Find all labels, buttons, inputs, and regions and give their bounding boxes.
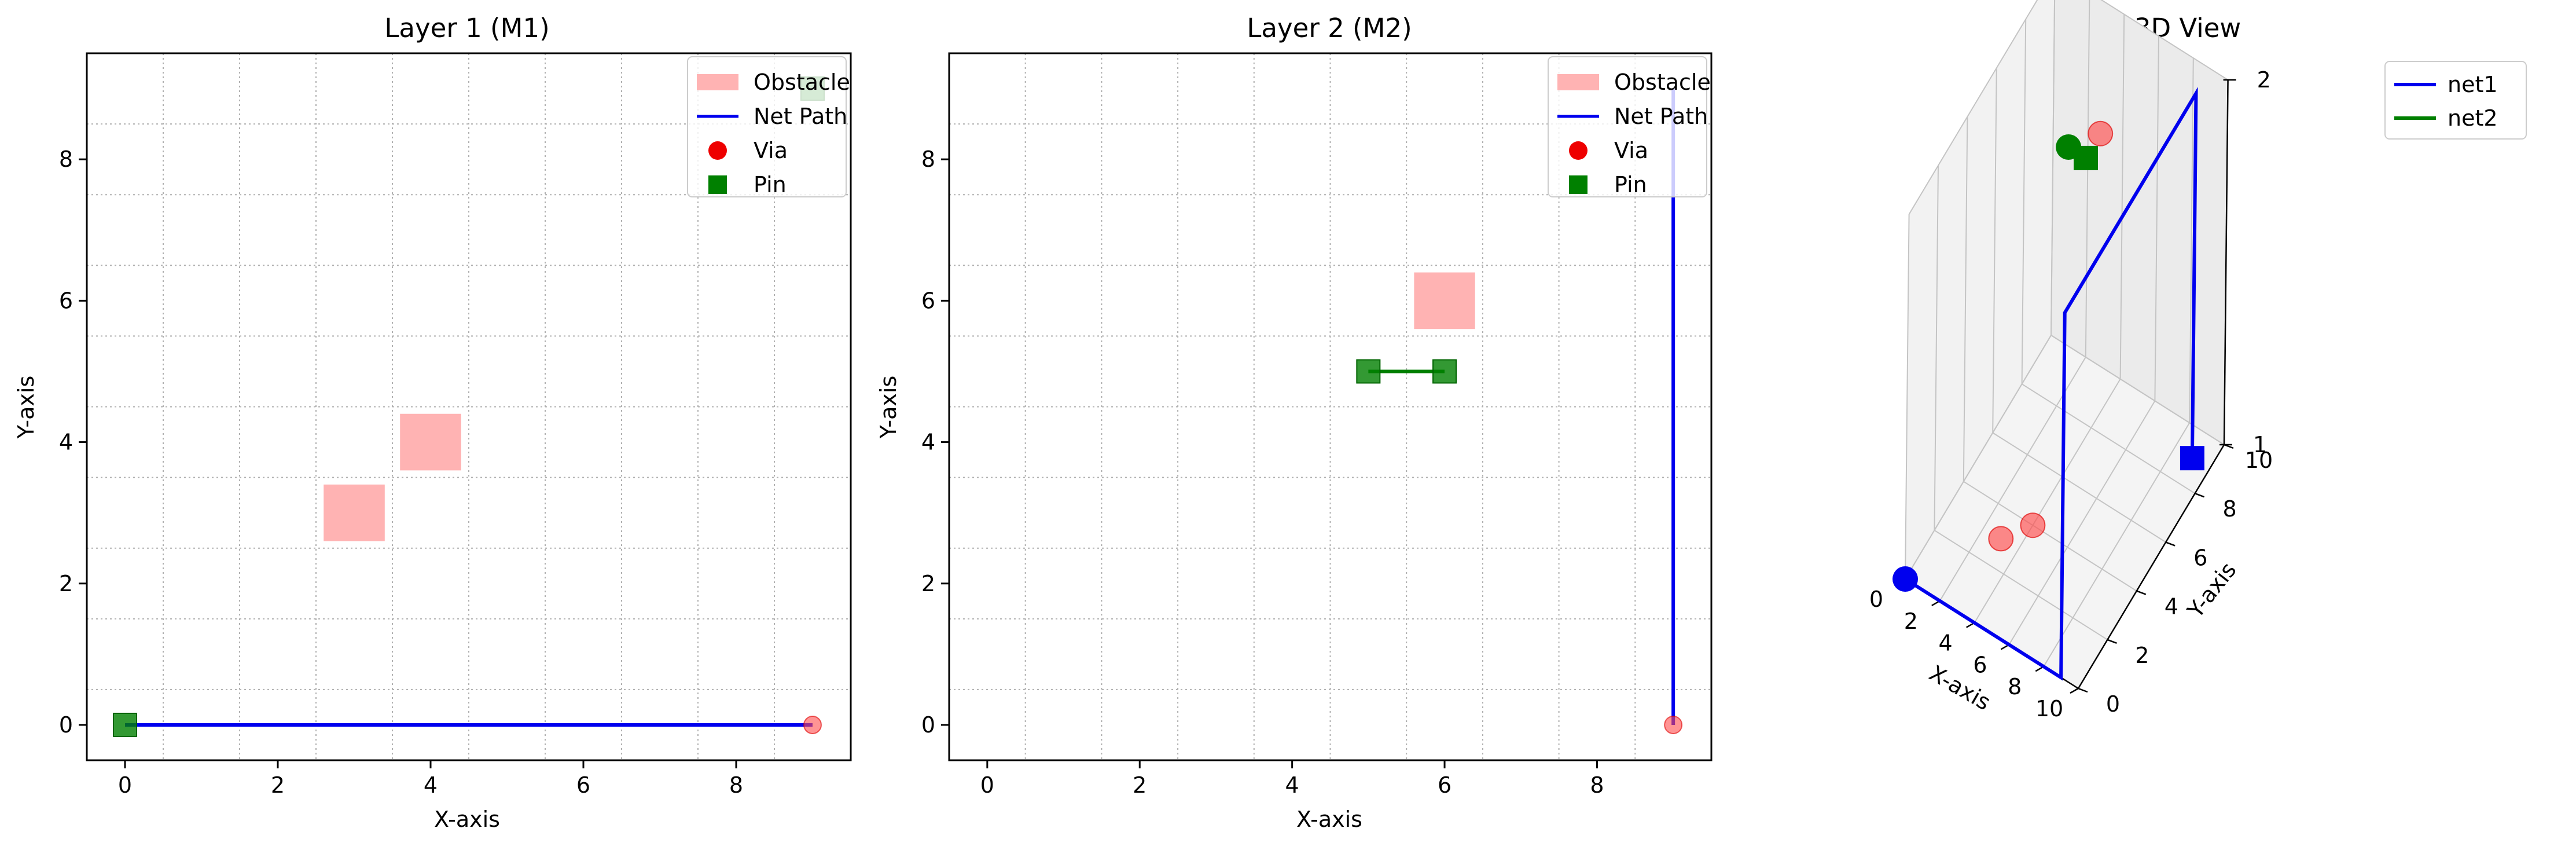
layer1-ytick-label: 4	[59, 430, 73, 455]
3d-xtick-label: 2	[1904, 609, 1918, 634]
layer2-legend-label: Pin	[1614, 172, 1647, 197]
layer1-via-marker	[803, 715, 822, 734]
layer2-ytick-label: 2	[921, 571, 935, 596]
layer1-obstacle	[324, 484, 385, 541]
layer2-title: Layer 2 (M2)	[1247, 13, 1412, 43]
layer1-ytick-label: 8	[59, 146, 73, 172]
layer2-obstacle	[1414, 272, 1475, 329]
layer2-xlabel: X-axis	[1296, 807, 1362, 832]
layer2-legend-label: Obstacle	[1614, 69, 1711, 95]
layer2-legend-pin-swatch	[1569, 175, 1588, 194]
3d-via-marker	[2088, 120, 2114, 146]
3d-ztick-label: 1	[2253, 432, 2267, 457]
3d-xtick-mark	[2070, 687, 2079, 694]
layer1-legend-box	[687, 56, 847, 197]
layer2-legend-via-swatch	[1569, 141, 1588, 160]
layer2-legend: Obstacle Net Path Via Pin	[1548, 56, 1711, 197]
layer2-pin-marker	[1356, 359, 1381, 384]
3d-ytick-label: 4	[2165, 594, 2178, 620]
3d-xtick-label: 4	[1939, 631, 1953, 656]
layer1-xtick-label: 6	[576, 772, 590, 798]
3d-legend-label: net1	[2448, 72, 2498, 97]
layer1-ytick-label: 2	[59, 571, 73, 596]
3d-ytick-mark	[2107, 639, 2117, 644]
layer2-xtick-label: 2	[1133, 772, 1146, 798]
layer2-pin-marker	[1432, 359, 1457, 384]
layer1-legend-label: Net Path	[754, 104, 847, 129]
layer2-xtick-label: 8	[1590, 772, 1604, 798]
layer2-panel: Layer 2 (M2) X-axis Y-axis 0 2 4 6 8 0 2 4 6 8 Obs…	[876, 13, 1713, 832]
3d-ytick-mark	[2078, 687, 2088, 693]
3d-via-marker	[2020, 512, 2046, 538]
3d-xtick-label: 0	[1869, 587, 1883, 612]
layer2-via-marker	[1664, 715, 1683, 734]
3d-xtick-label: 10	[2035, 696, 2063, 721]
layer1-ylabel: Y-axis	[13, 376, 39, 439]
layer1-legend-label: Via	[754, 138, 788, 163]
layer2-xtick-label: 4	[1285, 772, 1299, 798]
3d-grid-z	[1905, 334, 2225, 580]
3d-legend-label: net2	[2448, 105, 2498, 131]
layer1-xlabel: X-axis	[434, 807, 500, 832]
layer1-ytick-label: 0	[59, 712, 73, 738]
3d-via-marker	[1988, 526, 2014, 552]
3d-ytick-label: 6	[2193, 545, 2207, 570]
layer1-obstacle	[400, 413, 461, 471]
layer1-legend-label: Pin	[754, 172, 787, 197]
3d-net1-end-marker	[2180, 446, 2204, 471]
3d-ytick-label: 10	[2245, 448, 2273, 473]
layer1-axes-frame	[86, 52, 852, 761]
3d-y-axis-line	[2077, 444, 2225, 689]
layer1-pin-marker	[113, 712, 137, 737]
3d-ytick-mark	[2195, 493, 2205, 498]
layer1-xtick-label: 8	[729, 772, 743, 798]
3d-ztick-label: 2	[2257, 67, 2271, 93]
layer2-axes-frame	[948, 52, 1713, 761]
3d-net1-start-marker	[1893, 566, 1918, 592]
layer2-ytick-label: 4	[921, 430, 935, 455]
layer2-legend-obstacle-swatch	[1557, 74, 1599, 90]
3d-xtick-label: 8	[2008, 674, 2022, 699]
3d-grid-z	[1908, 0, 2229, 215]
layer2-legend-box	[1548, 56, 1707, 197]
3d-z-axis-line	[2223, 79, 2229, 445]
3d-ytick-mark	[2165, 541, 2176, 547]
layer2-ylabel: Y-axis	[876, 376, 901, 439]
layer1-legend-label: Obstacle	[754, 69, 850, 95]
layer1-xtick-label: 4	[424, 772, 438, 798]
3d-net1-path	[1904, 87, 2198, 681]
3d-net2-end-marker	[2074, 145, 2098, 170]
layer1-legend-obstacle-swatch	[697, 74, 738, 90]
layer1-xtick-label: 0	[118, 772, 132, 798]
layer1-panel: Layer 1 (M1) X-axis Y-axis 0 2 4 6 8 0 2 4 6 8 Obs…	[13, 13, 852, 832]
layer1-legend-via-swatch	[708, 141, 727, 160]
3d-ylabel: Y-axis	[2182, 558, 2241, 623]
3d-legend: net1 net2	[2384, 61, 2527, 140]
layer2-ytick-label: 6	[921, 288, 935, 313]
layer2-ytick-label: 0	[921, 712, 935, 738]
layer2-xtick-label: 6	[1438, 772, 1451, 798]
layer2-legend-label: Net Path	[1614, 104, 1708, 129]
layer1-xtick-label: 2	[271, 772, 285, 798]
layer2-legend-label: Via	[1614, 138, 1648, 163]
layer1-title: Layer 1 (M1)	[384, 13, 549, 43]
3d-xtick-label: 6	[1973, 652, 1987, 677]
layer2-xtick-label: 0	[980, 772, 994, 798]
3d-ytick-label: 8	[2223, 496, 2237, 522]
layer2-ytick-label: 8	[921, 146, 935, 172]
layer1-legend-pin-swatch	[708, 175, 727, 194]
layer1-legend: Obstacle Net Path Via Pin	[687, 56, 850, 197]
layer1-ytick-label: 6	[59, 288, 73, 313]
3d-ytick-label: 2	[2135, 643, 2149, 668]
3d-ytick-label: 0	[2106, 691, 2120, 717]
3d-ytick-mark	[2136, 590, 2147, 595]
